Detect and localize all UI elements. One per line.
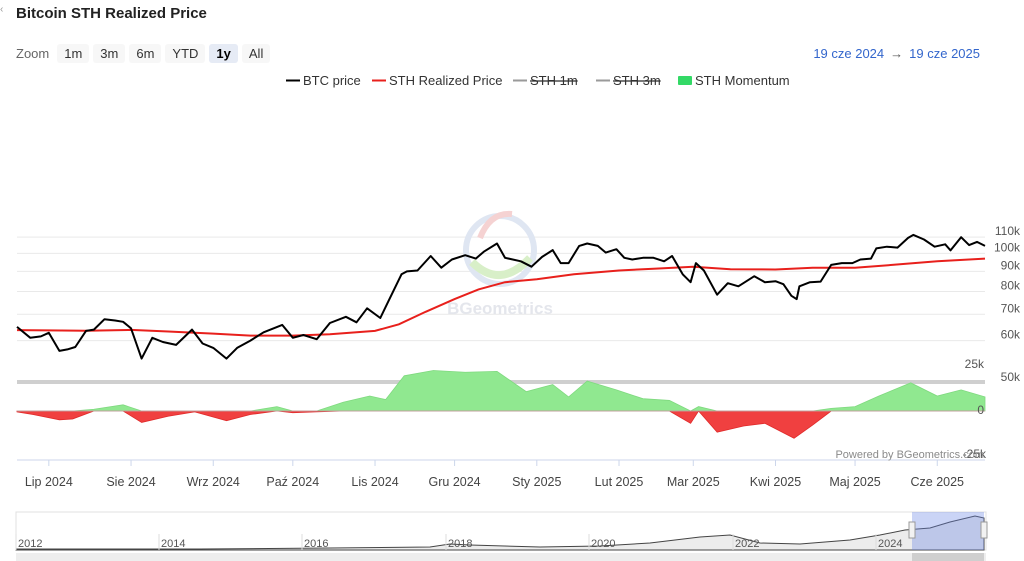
x-tick-label: Paź 2024 (266, 475, 319, 489)
navigator-series (15, 515, 985, 551)
legend-swatch-momentum (678, 76, 692, 85)
navigator-left-handle (908, 521, 916, 539)
navigator-scrollbar (16, 553, 986, 561)
momentum-tick-label: 25k (965, 357, 985, 371)
watermark: BGeometrics (447, 210, 553, 318)
momentum-negative-area (16, 410, 985, 439)
price-tick-label: 70k (1001, 301, 1021, 315)
zoom-ytd-button[interactable]: YTD (165, 44, 206, 63)
range-to[interactable]: 19 cze 2025 (909, 46, 980, 61)
price-tick-label: 60k (1001, 328, 1021, 342)
price-axis: 110k 100k 90k 80k 70k 60k 50k (994, 224, 1021, 384)
navigator-scrollbar-thumb (912, 553, 984, 561)
btc-price-line (16, 233, 986, 360)
price-tick-label: 100k (994, 240, 1021, 254)
zoom-3m-button[interactable]: 3m (93, 44, 126, 63)
zoom-toolbar: Zoom 1m 3m 6m YTD 1y All (16, 44, 271, 63)
legend: BTC price STH Realized Price STH 1m STH 3m S… (286, 73, 790, 88)
zoom-1m-button[interactable]: 1m (57, 44, 90, 63)
momentum-axis: 25k 0 -25k (963, 357, 987, 461)
price-tick-label: 110k (995, 224, 1021, 238)
back-arrow-icon[interactable]: ‹ (0, 4, 4, 15)
x-tick-label: Lip 2024 (25, 475, 73, 489)
navigator-year-label: 2014 (161, 538, 185, 550)
momentum-tick-label: -25k (963, 447, 987, 461)
x-axis: Lip 2024 Sie 2024 Wrz 2024 Paź 2024 Lis 2024… (17, 459, 985, 489)
watermark-logo-arc2-icon (477, 210, 513, 240)
range-arrow-icon: → (890, 46, 904, 61)
legend-item-1: STH Realized Price (389, 73, 502, 88)
sth-realized-price-line (16, 257, 986, 337)
x-tick-label: Mar 2025 (667, 475, 720, 489)
x-tick-label: Cze 2025 (911, 475, 965, 489)
watermark-text: BGeometrics (447, 299, 553, 318)
price-tick-label: 50k (1001, 370, 1021, 384)
zoom-all-button[interactable]: All (241, 44, 271, 63)
x-tick-label: Sie 2024 (106, 475, 155, 489)
x-tick-label: Lut 2025 (595, 475, 644, 489)
price-tick-label: 80k (1001, 279, 1021, 293)
legend-item-2: STH 1m (530, 73, 578, 88)
legend-item-4: STH Momentum (695, 73, 790, 88)
x-tick-label: Sty 2025 (512, 475, 561, 489)
price-series (16, 233, 986, 360)
navigator-year-label: 2018 (448, 538, 472, 550)
momentum-tick-label: 0 (977, 403, 984, 417)
x-tick-label: Gru 2024 (429, 475, 481, 489)
x-tick-label: Lis 2024 (351, 475, 398, 489)
legend-item-3: STH 3m (613, 73, 661, 88)
legend-item-0: BTC price (303, 73, 361, 88)
credit-link[interactable]: Powered by BGeometrics.com (835, 449, 984, 461)
zoom-6m-button[interactable]: 6m (129, 44, 162, 63)
momentum-positive-area (17, 370, 986, 412)
navigator-year-label: 2024 (878, 538, 902, 550)
x-tick-label: Wrz 2024 (187, 475, 240, 489)
zoom-label: Zoom (16, 46, 50, 61)
date-range: 19 cze 2024 → 19 cze 2025 (813, 46, 980, 61)
navigator-year-label: 2012 (18, 538, 42, 550)
price-tick-label: 90k (1001, 258, 1021, 272)
navigator-selection (912, 512, 984, 550)
navigator-year-label: 2016 (304, 538, 328, 550)
zoom-1y-button[interactable]: 1y (209, 44, 238, 63)
range-from[interactable]: 19 cze 2024 (813, 46, 885, 61)
x-tick-label: Kwi 2025 (750, 475, 801, 489)
navigator-year-label: 2020 (591, 538, 615, 550)
navigator[interactable]: 2012 2014 2016 2018 2020 2022 2024 (15, 511, 988, 561)
navigator-year-label: 2022 (735, 538, 759, 550)
x-tick-label: Maj 2025 (829, 475, 880, 489)
navigator-right-handle (980, 521, 988, 539)
momentum-pane (16, 370, 986, 439)
chart-title: Bitcoin STH Realized Price (16, 5, 207, 22)
